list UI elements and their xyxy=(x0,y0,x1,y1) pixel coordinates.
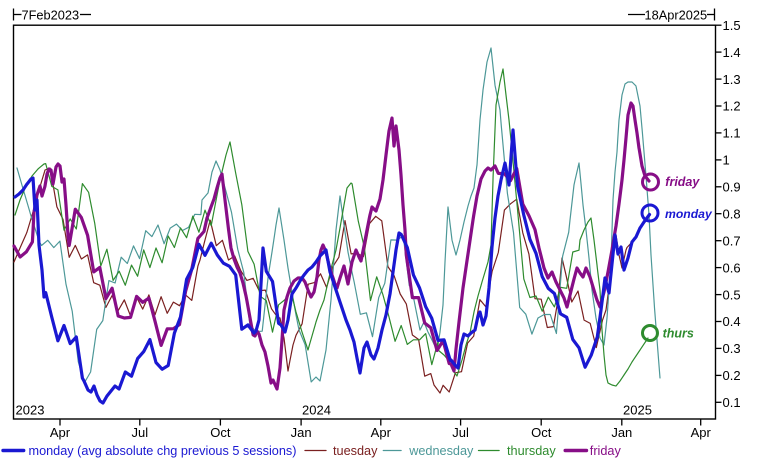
svg-text:monday: monday xyxy=(665,207,713,221)
svg-text:Apr: Apr xyxy=(50,425,71,440)
svg-text:2024: 2024 xyxy=(302,403,331,418)
svg-text:thurs: thurs xyxy=(663,327,694,341)
svg-text:1.1: 1.1 xyxy=(723,126,741,141)
svg-text:0.8: 0.8 xyxy=(723,206,741,221)
svg-text:Oct: Oct xyxy=(210,425,231,440)
svg-text:friday: friday xyxy=(590,444,622,458)
svg-text:0.3: 0.3 xyxy=(723,341,741,356)
svg-text:0.1: 0.1 xyxy=(723,395,741,410)
svg-text:tuesday: tuesday xyxy=(333,444,378,458)
svg-text:1.2: 1.2 xyxy=(723,99,741,114)
svg-text:1: 1 xyxy=(723,153,730,168)
svg-text:Jan: Jan xyxy=(611,425,632,440)
svg-text:18Apr2025: 18Apr2025 xyxy=(645,8,708,23)
svg-text:wednesday: wednesday xyxy=(408,444,474,458)
svg-text:0.2: 0.2 xyxy=(723,368,741,383)
svg-text:Jul: Jul xyxy=(131,425,148,440)
svg-text:0.9: 0.9 xyxy=(723,180,741,195)
svg-text:thursday: thursday xyxy=(507,444,556,458)
svg-text:1.3: 1.3 xyxy=(723,72,741,87)
svg-text:0.4: 0.4 xyxy=(723,314,741,329)
svg-text:Jan: Jan xyxy=(291,425,312,440)
svg-text:monday (avg absolute chg previ: monday (avg absolute chg previous 5 sess… xyxy=(29,444,297,458)
svg-text:1.5: 1.5 xyxy=(723,18,741,33)
svg-text:0.5: 0.5 xyxy=(723,287,741,302)
svg-text:0.7: 0.7 xyxy=(723,233,741,248)
svg-text:Apr: Apr xyxy=(691,425,712,440)
svg-text:Oct: Oct xyxy=(531,425,552,440)
svg-text:2023: 2023 xyxy=(16,403,45,418)
svg-text:Apr: Apr xyxy=(371,425,392,440)
svg-text:friday: friday xyxy=(665,175,700,189)
svg-text:Jul: Jul xyxy=(452,425,469,440)
svg-text:0.6: 0.6 xyxy=(723,260,741,275)
svg-text:2025: 2025 xyxy=(623,403,652,418)
svg-text:7Feb2023: 7Feb2023 xyxy=(22,8,80,23)
svg-text:1.4: 1.4 xyxy=(723,45,741,60)
